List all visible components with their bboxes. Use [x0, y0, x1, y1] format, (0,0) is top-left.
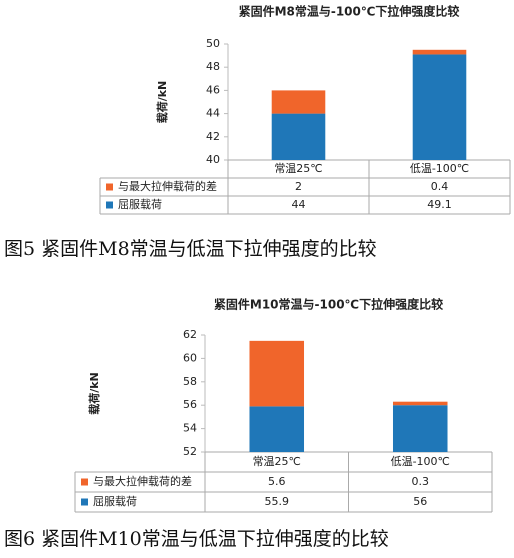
- y-tick-label: 50: [206, 37, 220, 50]
- chart-title: 紧固件M10常温与-100℃下拉伸强度比较: [214, 297, 443, 312]
- table-value: 55.9: [265, 495, 290, 508]
- bar-segment: [412, 54, 467, 160]
- bar-segment: [271, 113, 326, 160]
- x-tick-label: 常温25℃: [274, 162, 322, 175]
- legend-swatch: [106, 201, 113, 209]
- y-tick-label: 54: [183, 422, 197, 435]
- legend-label: 与最大拉伸载荷的差: [93, 474, 192, 488]
- bar-segment: [392, 405, 448, 452]
- table-value: 2: [295, 180, 302, 193]
- bar-segment: [412, 49, 467, 55]
- legend-label: 与最大拉伸载荷的差: [118, 179, 217, 193]
- legend-label: 屈服载荷: [118, 198, 162, 211]
- y-tick-label: 48: [206, 60, 220, 73]
- x-tick-label: 常温25℃: [253, 455, 301, 468]
- table-value: 5.6: [268, 475, 286, 488]
- bar-segment: [392, 401, 448, 406]
- table-value: 0.4: [431, 180, 449, 193]
- x-tick-label: 低温-100℃: [391, 455, 450, 468]
- bar-segment: [249, 340, 305, 407]
- y-tick-label: 52: [183, 445, 197, 458]
- legend-swatch: [106, 183, 113, 191]
- chart-title: 紧固件M8常温与-100℃下拉伸强度比较: [239, 4, 460, 19]
- y-axis-label: 载荷/kN: [155, 81, 169, 124]
- table-value: 44: [292, 198, 306, 211]
- y-tick-label: 46: [206, 83, 220, 96]
- x-tick-label: 低温-100℃: [410, 162, 469, 175]
- y-tick-label: 60: [183, 351, 197, 364]
- y-tick-label: 40: [206, 153, 220, 166]
- y-tick-label: 44: [206, 107, 220, 120]
- table-value: 56: [413, 495, 427, 508]
- y-axis-label: 载荷/kN: [87, 372, 101, 415]
- table-value: 49.1: [427, 198, 452, 211]
- legend-swatch: [81, 478, 88, 486]
- legend-swatch: [81, 498, 88, 506]
- y-tick-label: 58: [183, 375, 197, 388]
- y-tick-label: 56: [183, 398, 197, 411]
- caption: 图6 紧固件M10常温与低温下拉伸强度的比较: [4, 528, 389, 550]
- bar-segment: [249, 406, 305, 452]
- caption: 图5 紧固件M8常温与低温下拉伸强度的比较: [4, 238, 377, 260]
- legend-label: 屈服载荷: [93, 495, 137, 508]
- y-tick-label: 42: [206, 130, 220, 143]
- y-tick-label: 62: [183, 328, 197, 341]
- bar-segment: [271, 90, 326, 114]
- table-value: 0.3: [412, 475, 430, 488]
